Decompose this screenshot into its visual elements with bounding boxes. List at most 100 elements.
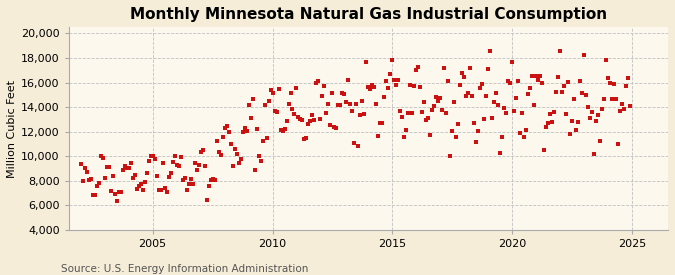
Point	[165, 171, 176, 175]
Text: Source: U.S. Energy Information Administration: Source: U.S. Energy Information Administ…	[61, 264, 308, 274]
Point	[287, 107, 298, 112]
Point	[137, 188, 148, 192]
Point	[447, 129, 458, 133]
Point	[525, 86, 536, 90]
Point	[441, 111, 452, 115]
Point	[255, 159, 266, 164]
Point	[78, 179, 88, 184]
Point	[419, 100, 430, 104]
Point	[167, 160, 178, 164]
Point	[265, 87, 276, 92]
Point	[109, 192, 120, 197]
Point	[289, 112, 300, 116]
Point	[611, 97, 622, 101]
Point	[553, 75, 564, 79]
Point	[587, 110, 597, 114]
Point	[345, 102, 356, 106]
Point	[130, 173, 140, 178]
Point	[91, 183, 102, 188]
Point	[555, 48, 566, 53]
Point	[359, 112, 370, 117]
Point	[87, 193, 98, 197]
Point	[197, 147, 208, 152]
Point	[615, 109, 626, 114]
Point	[101, 165, 112, 169]
Point	[297, 118, 308, 122]
Point	[457, 70, 468, 75]
Point	[315, 117, 326, 121]
Point	[393, 78, 404, 82]
Point	[563, 80, 574, 85]
Point	[126, 161, 136, 165]
Point	[209, 177, 220, 182]
Point	[505, 81, 516, 85]
Point	[85, 177, 96, 181]
Point	[545, 112, 556, 116]
Point	[97, 156, 108, 160]
Point	[133, 184, 144, 189]
Point	[537, 81, 547, 85]
Point	[533, 78, 543, 82]
Point	[547, 120, 558, 125]
Point	[351, 102, 362, 106]
Point	[569, 97, 580, 101]
Point	[399, 134, 410, 139]
Point	[421, 118, 432, 122]
Point	[551, 89, 562, 94]
Point	[523, 92, 534, 96]
Point	[205, 178, 216, 183]
Point	[475, 86, 486, 90]
Point	[539, 147, 549, 152]
Point	[313, 79, 324, 84]
Point	[176, 155, 186, 160]
Point	[233, 161, 244, 165]
Point	[429, 104, 439, 108]
Point	[245, 116, 256, 120]
Point	[327, 91, 338, 95]
Point	[363, 85, 374, 89]
Point	[145, 154, 156, 158]
Point	[279, 127, 290, 131]
Point	[99, 175, 110, 180]
Point	[531, 74, 541, 78]
Point	[219, 126, 230, 130]
Point	[131, 187, 142, 191]
Point	[605, 81, 616, 85]
Point	[225, 142, 236, 146]
Point	[301, 136, 312, 141]
Point	[135, 182, 146, 186]
Point	[122, 166, 132, 170]
Point	[381, 78, 392, 83]
Point	[517, 110, 528, 115]
Point	[305, 119, 316, 123]
Point	[433, 99, 443, 104]
Point	[239, 126, 250, 131]
Point	[269, 109, 280, 113]
Point	[557, 90, 568, 94]
Point	[339, 92, 350, 96]
Point	[95, 154, 106, 158]
Y-axis label: Million Cubic Feet: Million Cubic Feet	[7, 79, 17, 178]
Point	[82, 170, 92, 174]
Point	[281, 119, 292, 124]
Point	[309, 118, 320, 123]
Point	[599, 97, 610, 101]
Point	[375, 120, 386, 125]
Point	[257, 139, 268, 143]
Point	[453, 122, 464, 126]
Point	[117, 168, 128, 172]
Point	[549, 110, 560, 115]
Point	[83, 178, 94, 182]
Point	[455, 82, 466, 87]
Point	[571, 128, 582, 133]
Point	[139, 180, 150, 185]
Point	[243, 103, 254, 107]
Point	[89, 193, 100, 197]
Point	[503, 79, 514, 83]
Point	[241, 129, 252, 133]
Point	[341, 100, 352, 104]
Point	[409, 84, 420, 88]
Point	[141, 171, 152, 176]
Point	[595, 139, 605, 143]
Point	[515, 131, 526, 135]
